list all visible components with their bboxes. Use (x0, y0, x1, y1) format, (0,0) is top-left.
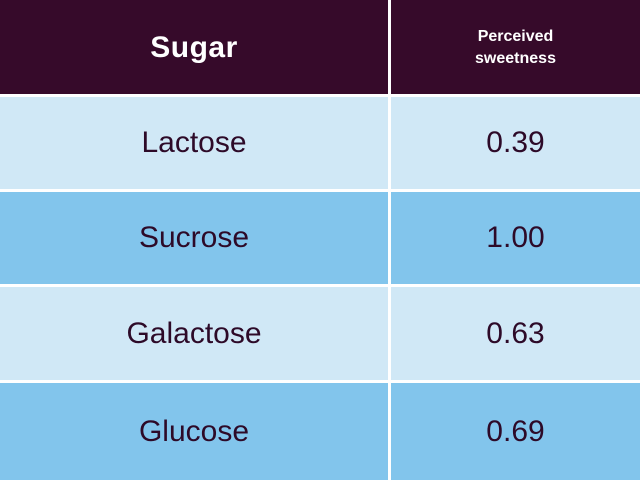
cell-sweetness-lactose: 0.39 (391, 97, 640, 189)
cell-sweetness-sucrose: 1.00 (391, 192, 640, 284)
cell-sweetness-galactose: 0.63 (391, 287, 640, 380)
cell-sugar-sucrose: Sucrose (0, 192, 388, 284)
column-divider (388, 97, 391, 189)
row-divider (0, 380, 640, 383)
row-divider (0, 94, 640, 97)
header-perceived-sweetness: Perceived sweetness (391, 0, 640, 94)
row-divider (0, 284, 640, 287)
cell-sugar-lactose: Lactose (0, 97, 388, 189)
column-divider (388, 287, 391, 380)
column-divider (388, 0, 391, 94)
column-divider (388, 383, 391, 480)
cell-sugar-glucose: Glucose (0, 383, 388, 480)
column-divider (388, 192, 391, 284)
row-divider (0, 189, 640, 192)
header-sugar: Sugar (0, 0, 388, 94)
cell-sweetness-glucose: 0.69 (391, 383, 640, 480)
cell-sugar-galactose: Galactose (0, 287, 388, 380)
